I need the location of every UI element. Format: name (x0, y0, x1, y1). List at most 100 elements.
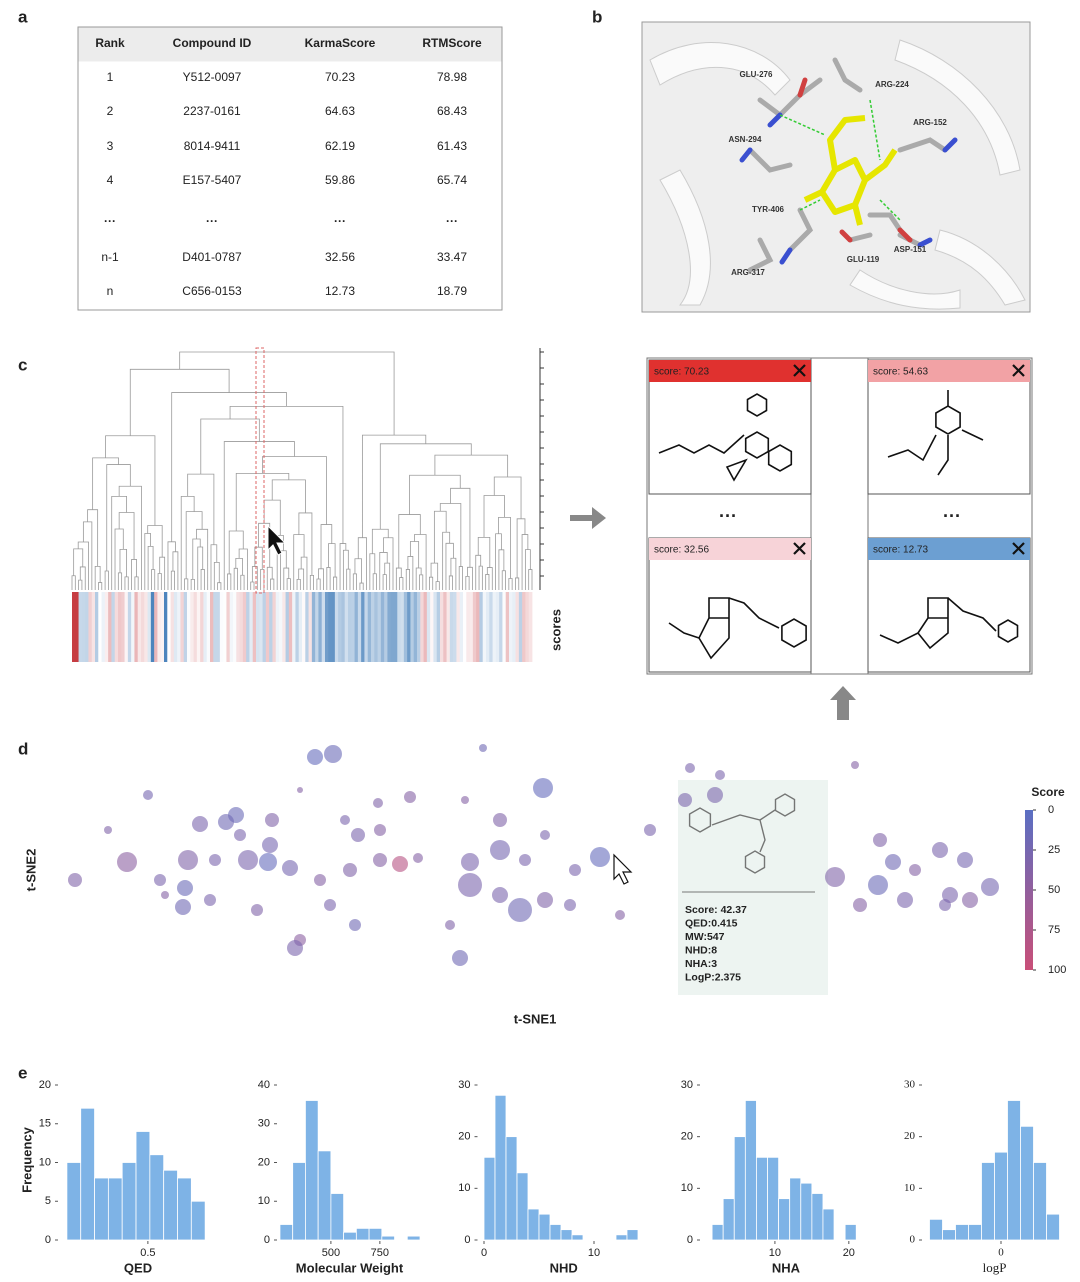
residue-labels: GLU-276 ARG-224 ARG-152 ASN-294 TYR-406 ARG-3… (729, 70, 948, 277)
scatter-point (307, 749, 323, 765)
scatter-point (519, 854, 531, 866)
heatmap-cell (164, 592, 168, 662)
residue-label: ARG-317 (731, 268, 765, 277)
ribbon (934, 229, 1026, 306)
scatter-point (493, 813, 507, 827)
colorbar-tick-label: 50 (1048, 884, 1060, 896)
table: Rank Compound ID KarmaScore RTMScore 1 Y512-0… (95, 36, 482, 298)
table-cell: 12.73 (325, 284, 355, 298)
heatmap-cell (367, 592, 372, 662)
histogram-bar (406, 1235, 421, 1241)
histogram-bar (149, 1154, 165, 1241)
heatmap-cell (98, 592, 102, 662)
heatmap-cell (187, 592, 191, 662)
heatmap-cell (72, 592, 76, 662)
heatmap-cell (426, 592, 431, 662)
scatter-point (981, 878, 999, 896)
x-axis-label: logP (983, 1260, 1007, 1275)
scatter-point (117, 852, 137, 872)
heatmap-cell (160, 592, 165, 662)
y-tick-label: 30 (904, 1079, 916, 1091)
molecule (879, 597, 1019, 650)
histogram-bar (527, 1208, 540, 1241)
histogram-bar (955, 1224, 969, 1241)
scatter-point (262, 837, 278, 853)
histogram-bar (163, 1169, 178, 1241)
scatter-point (533, 778, 553, 798)
x-axis-label: QED (124, 1260, 152, 1275)
heatmap-cell (436, 592, 441, 662)
heatmap-cell (400, 592, 405, 662)
x-axis-label: t-SNE1 (514, 1011, 557, 1026)
histogram-bar (1020, 1125, 1034, 1241)
histogram-bar (80, 1107, 95, 1241)
scatter-point (209, 854, 221, 866)
heatmap-cell (226, 592, 231, 662)
table-cell: 33.47 (437, 250, 467, 264)
scatter-point (458, 873, 482, 897)
heatmap-cell (219, 592, 224, 662)
heatmap-cell (236, 592, 240, 662)
heatmap-cell (288, 592, 293, 662)
tooltip-line: NHA:3 (685, 958, 717, 970)
y-axis-label: t-SNE2 (23, 849, 38, 892)
scatter-point (175, 899, 191, 915)
card-header (868, 360, 1030, 382)
histogram-bar (368, 1227, 383, 1241)
histogram-bar (305, 1100, 319, 1241)
scatter-point (204, 894, 216, 906)
panel-label: d (18, 739, 28, 758)
tooltip-molecule (688, 793, 796, 874)
histogram-bar (483, 1156, 496, 1241)
scatter-point (644, 824, 656, 836)
dendrogram (71, 351, 533, 662)
heatmap-cell (387, 592, 392, 662)
heatmap-cell (374, 592, 378, 662)
histogram-bar (615, 1234, 628, 1241)
histogram-bar (756, 1156, 768, 1241)
y-tick-label: 0 (45, 1234, 51, 1246)
heatmap-label: scores (548, 609, 563, 651)
histogram-bar (981, 1162, 995, 1241)
colorbar-tick-label: 75 (1048, 924, 1060, 936)
histogram-bar (549, 1224, 562, 1241)
scatter-point (490, 840, 510, 860)
histogram-bar (744, 1100, 757, 1241)
histogram-bar (844, 1224, 857, 1241)
table-cell: 32.56 (325, 250, 355, 264)
histogram-bar (778, 1198, 791, 1241)
residue-label: ASP-151 (894, 245, 927, 254)
arrow-right (570, 507, 606, 529)
heatmap-cell (394, 592, 398, 662)
histogram-bar (942, 1229, 956, 1241)
card (867, 359, 1031, 495)
colorbar-tick-label: 0 (1048, 804, 1054, 816)
selected-branch (255, 347, 265, 594)
scatter-point (590, 847, 610, 867)
histogram-bar (279, 1224, 294, 1241)
table-cell: 4 (107, 173, 114, 187)
heatmap-cell (357, 592, 362, 662)
histogram-bar (800, 1182, 813, 1241)
scatter-point (897, 892, 913, 908)
scatter-point (685, 763, 695, 773)
heatmap-cell (177, 592, 181, 662)
card-score: score: 32.56 (654, 545, 709, 556)
scatter-point (873, 833, 887, 847)
scatter-point (324, 899, 336, 911)
scatter-point (932, 842, 948, 858)
scatter-point (479, 744, 487, 752)
heatmap-cell (338, 592, 342, 662)
x-tick-label: 20 (843, 1247, 855, 1259)
table-cell: ··· (206, 214, 218, 228)
histogram-bar (929, 1218, 943, 1241)
heatmap-cell (361, 592, 365, 662)
y-tick-label: 30 (258, 1118, 270, 1130)
heatmap-cell (124, 592, 129, 662)
histogram-bar (711, 1224, 724, 1241)
histogram-bar (330, 1193, 345, 1241)
y-tick-label: 15 (39, 1118, 51, 1130)
heatmap-cell (206, 592, 211, 662)
heatmap-cell (377, 592, 382, 662)
